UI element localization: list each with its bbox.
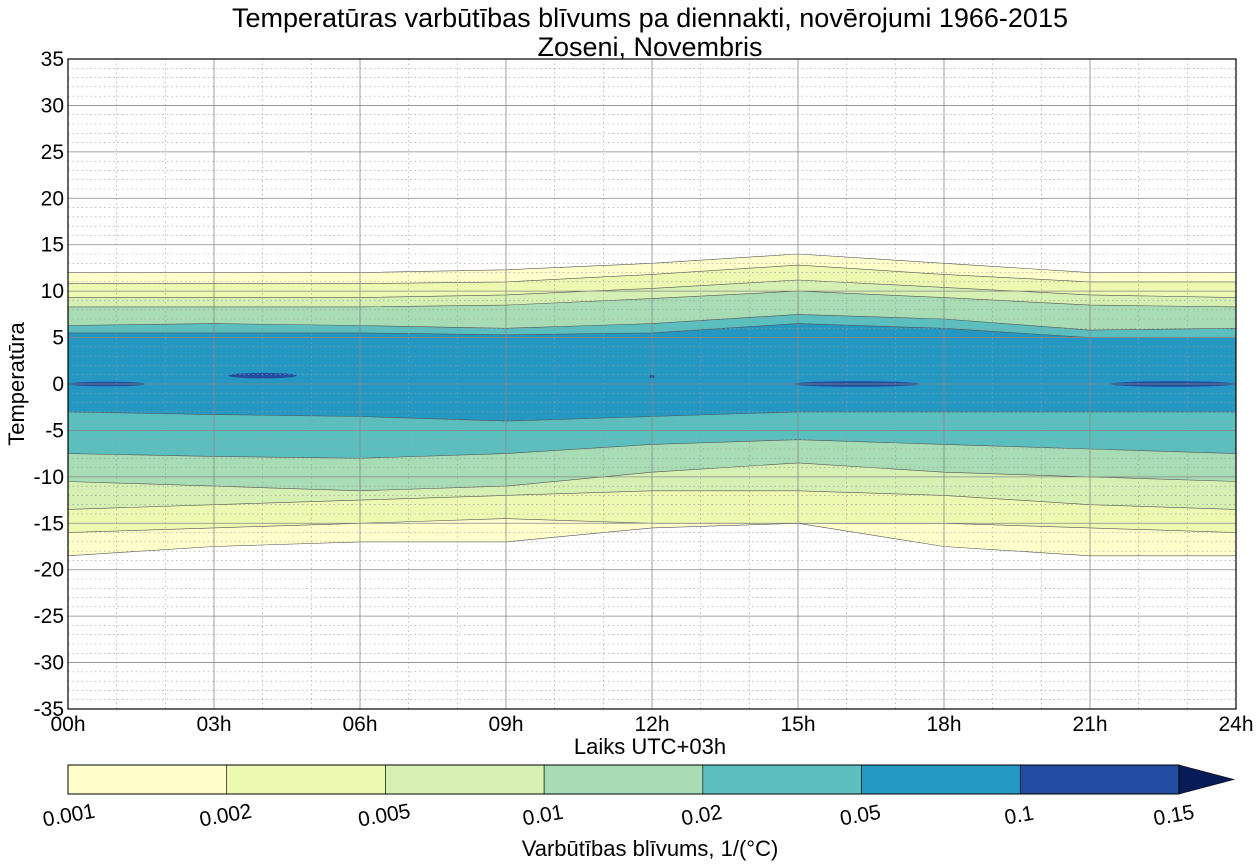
x-tick-label: 09h: [488, 713, 523, 736]
colorbar-tick-label: 0.001: [41, 800, 97, 832]
x-tick-label: 00h: [50, 713, 85, 736]
chart-title: Temperatūras varbūtības blīvums pa dienn…: [232, 3, 1068, 33]
colorbar: [67, 764, 1236, 795]
y-tick-label: -20: [34, 559, 64, 582]
colorbar-segment: [226, 764, 386, 795]
x-tick-label: 03h: [196, 713, 231, 736]
y-tick-label: 0: [52, 373, 64, 396]
colorbar-tick-label: 0.01: [521, 801, 565, 831]
x-tick-label: 12h: [634, 713, 669, 736]
y-axis-label: Temperatūra: [4, 321, 29, 445]
y-tick-label: 20: [41, 187, 64, 210]
x-axis-label: Laiks UTC+03h: [574, 734, 726, 759]
y-tick-label: 30: [41, 94, 64, 117]
x-tick-label: 15h: [780, 713, 815, 736]
y-tick-label: 5: [52, 327, 64, 350]
y-tick-label: -15: [34, 512, 64, 535]
colorbar-tick-label: 0.002: [198, 800, 254, 832]
colorbar-segment: [1019, 764, 1180, 795]
y-tick-label: 15: [41, 234, 64, 257]
colorbar-tick-label: 0.05: [838, 801, 882, 831]
plot-frame: [67, 58, 1237, 710]
grid-lines: [67, 58, 1237, 710]
x-tick-label: 18h: [926, 713, 961, 736]
colorbar-tick-label: 0.005: [356, 800, 412, 832]
y-tick-label: 10: [41, 280, 64, 303]
chart-subtitle: Zoseni, Novembris: [537, 32, 762, 62]
x-tick-label: 21h: [1072, 713, 1107, 736]
colorbar-tick-label: 0.15: [1152, 801, 1196, 831]
y-tick-label: -5: [45, 419, 64, 442]
colorbar-extend-arrow: [1178, 764, 1236, 795]
contour-patch-6-1: [228, 372, 297, 379]
x-tick-labels: 00h 03h 06h 09h 12h 15h 18h 21h 24h: [50, 713, 1253, 736]
y-tick-labels: 35 30 25 20 15 10 5 0 -5 -10 -15 -20 -25 -30 -35: [34, 48, 64, 721]
y-tick-label: -10: [34, 466, 64, 489]
y-tick-label: -25: [34, 605, 64, 628]
y-tick-label: 25: [41, 141, 64, 164]
colorbar-segment: [543, 764, 704, 795]
colorbar-tick-label: 0.1: [1003, 802, 1036, 830]
colorbar-segment: [702, 764, 862, 795]
y-tick-label: -30: [34, 652, 64, 675]
colorbar-tick-label: 0.02: [680, 801, 724, 831]
colorbar-segment: [861, 764, 1021, 795]
x-tick-label: 06h: [342, 713, 377, 736]
y-tick-label: -35: [34, 698, 64, 721]
y-tick-label: 35: [41, 48, 64, 71]
colorbar-label: Varbūtības blīvums, 1/(°C): [522, 836, 779, 861]
colorbar-frame: [67, 764, 1180, 795]
colorbar-segment: [385, 764, 545, 795]
x-tick-label: 24h: [1218, 713, 1253, 736]
colorbar-tick-labels: 0.001 0.002 0.005 0.01 0.02 0.05 0.1 0.15: [41, 800, 1196, 832]
colorbar-segment: [67, 764, 228, 795]
